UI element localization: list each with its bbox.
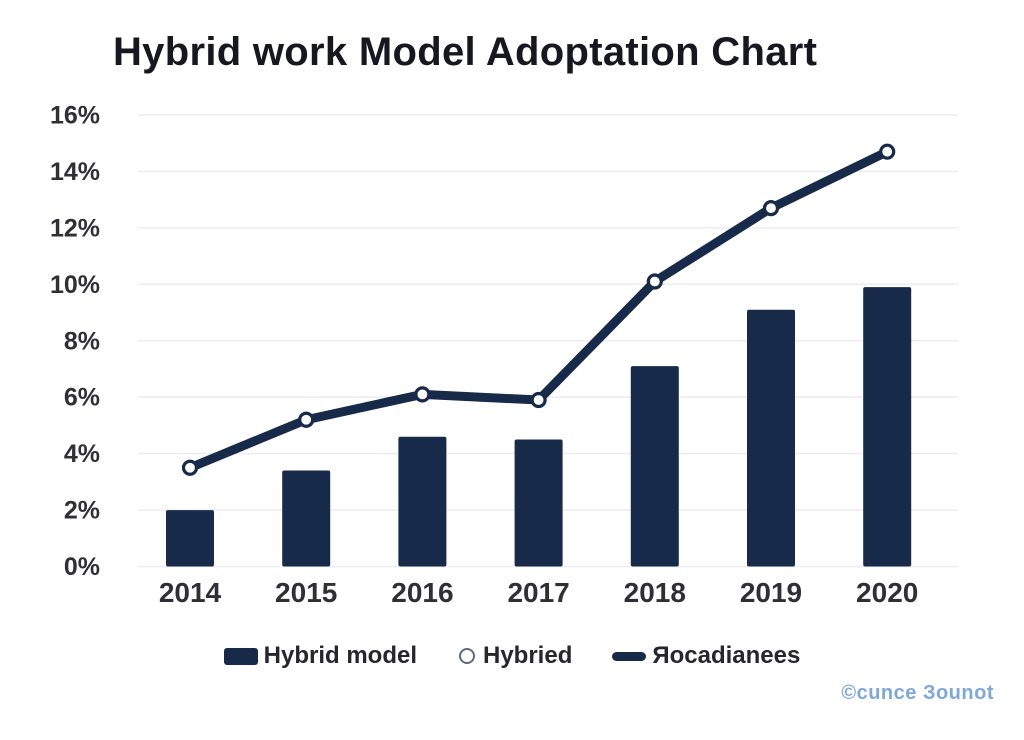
x-tick-label-2015: 2015 [275,577,337,608]
x-tick-label-2017: 2017 [507,577,569,608]
bar-2019 [747,309,795,567]
x-tick-label-2018: 2018 [624,577,686,608]
y-tick-label-2%: 2% [64,497,100,525]
x-tick-label-2019: 2019 [740,577,802,608]
circle-marker-swatch-icon [459,648,475,664]
bar-2017 [514,439,563,567]
chart-legend: Hybrid model Hybried Яocadianees [0,639,1024,673]
legend-item-rocadianees: Яocadianees [612,642,800,670]
point-2016 [414,386,431,403]
bar-2018 [630,366,679,567]
point-2015 [298,411,315,428]
point-2020 [879,143,896,160]
legend-item-hybried: Hybried [457,642,572,670]
y-tick-label-6%: 6% [64,384,100,412]
x-tick-label-2016: 2016 [391,577,453,608]
y-tick-label-14%: 14% [50,158,100,186]
legend-label-rocadianees: Яocadianees [652,642,801,669]
point-2017 [530,391,547,409]
bar-2015 [282,470,331,567]
y-tick-label-16%: 16% [50,102,100,130]
legend-label-hybried: Hybried [483,642,573,669]
x-tick-label-2014: 2014 [159,577,222,608]
watermark-text: ©cunce Зounot [841,682,994,704]
point-2014 [181,459,199,476]
legend-label-hybrid-model: Hybrid model [263,642,417,669]
y-tick-label-10%: 10% [50,271,100,299]
point-2018 [646,273,663,290]
bar-2014 [166,510,214,567]
y-tick-label-8%: 8% [64,327,100,355]
x-tick-label-2020: 2020 [856,577,918,608]
y-tick-label-12%: 12% [50,214,100,242]
chart-title: Hybrid work Model Adoptation Chart [113,30,818,74]
y-tick-label-0%: 0% [64,553,100,581]
bar-swatch-icon [223,647,258,665]
line-swatch-icon [612,651,647,661]
y-tick-label-4%: 4% [64,440,100,468]
legend-item-hybrid-model: Hybrid model [223,642,417,670]
bar-2020 [863,287,912,567]
point-2019 [762,200,780,217]
bar-2016 [398,436,447,567]
